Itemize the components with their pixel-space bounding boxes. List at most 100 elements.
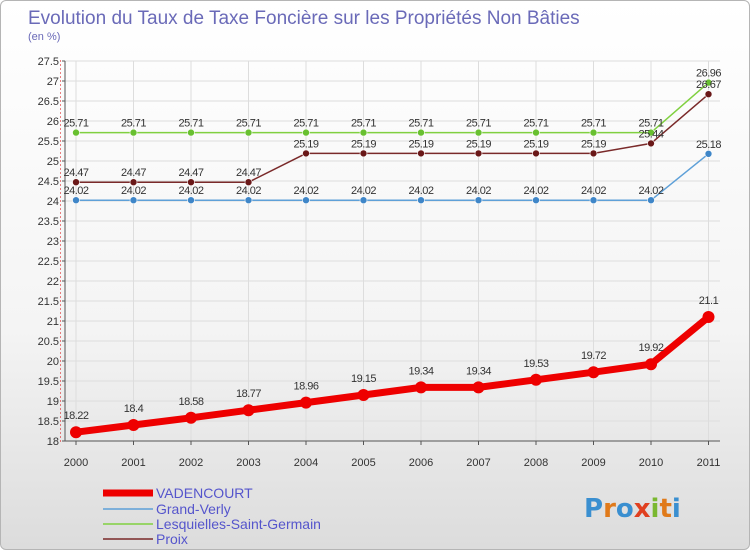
point-proix [474,149,483,158]
point-lesquielles-saint-germain [704,78,713,87]
data-label-vadencourt: 19.92 [638,342,663,354]
y-tick-label: 26.5 [38,96,59,108]
data-label-proix: 25.19 [408,138,433,150]
data-label-lesquielles-saint-germain: 25.71 [293,118,318,130]
point-vadencourt [70,426,82,439]
y-tick-label: 25 [47,156,59,168]
point-proix [532,149,540,158]
point-lesquielles-saint-germain [532,128,540,137]
data-label-lesquielles-saint-germain: 25.71 [581,118,606,130]
point-grand-verly [647,196,655,204]
data-label-lesquielles-saint-germain: 25.71 [63,118,88,130]
data-label-lesquielles-saint-germain: 25.71 [351,118,376,130]
point-vadencourt [530,373,542,386]
point-vadencourt [127,419,140,431]
point-vadencourt [645,358,657,371]
data-label-vadencourt: 18.4 [124,403,144,415]
series-line-grand-verly [76,153,709,201]
chart-title: Evolution du Taux de Taxe Foncière sur l… [28,8,580,29]
point-proix [589,149,598,158]
point-lesquielles-saint-germain [244,128,253,137]
data-label-vadencourt: 19.72 [581,350,606,362]
legend-label-lesquielles: Lesquielles-Saint-Germain [156,516,321,532]
legend-label-grand-verly: Grand-Verly [156,501,231,517]
data-label-grand-verly: 24.02 [408,185,433,197]
data-label-lesquielles-saint-germain: 25.71 [638,118,663,130]
proxiti-logo: Proxiti [584,494,681,524]
point-vadencourt [357,389,370,401]
y-tick-label: 24 [47,196,59,208]
point-grand-verly [302,196,310,204]
data-label-proix: 25.19 [466,138,491,150]
axes: 18 18.5 19 19.5 20 20.5 21 21.5 22 22.5 23 23.5 24 24… [38,56,721,469]
x-tick-label: 2009 [581,457,605,469]
point-lesquielles-saint-germain [417,128,425,137]
point-proix [704,90,713,98]
legend-label-proix: Proix [156,531,188,547]
data-label-lesquielles-saint-germain: 25.71 [236,118,261,130]
data-label-proix: 26.67 [696,79,721,91]
point-vadencourt [587,366,600,379]
data-label-grand-verly: 24.02 [63,185,88,197]
data-label-proix: 25.19 [523,138,548,150]
point-proix [302,149,310,158]
point-grand-verly [474,196,483,204]
y-tick-label: 27.5 [38,56,59,68]
data-label-grand-verly: 24.02 [293,185,318,197]
point-grand-verly [704,150,713,158]
y-tick-label: 18 [47,436,59,448]
point-vadencourt [242,404,255,417]
y-tick-label: 23 [47,236,59,248]
x-tick-label: 2002 [179,457,203,469]
point-vadencourt [415,381,427,394]
data-label-lesquielles-saint-germain: 25.71 [466,118,491,130]
y-tick-label: 23.5 [38,216,59,228]
point-grand-verly [359,196,368,204]
data-label-proix: 24.47 [121,167,146,179]
data-label-grand-verly: 25.18 [696,139,721,151]
series-line-lesquielles-saint-germain [76,82,709,134]
point-lesquielles-saint-germain [474,128,483,137]
point-lesquielles-saint-germain [359,128,368,137]
legend-label-vadencourt: VADENCOURT [156,485,253,501]
data-label-grand-verly: 24.02 [351,185,376,197]
point-lesquielles-saint-germain [72,128,80,137]
y-tick-label: 22 [47,276,59,288]
data-label-proix: 25.19 [293,138,318,150]
point-proix [359,149,368,158]
data-label-grand-verly: 24.02 [121,185,146,197]
x-tick-label: 2011 [697,457,721,469]
data-label-lesquielles-saint-germain: 25.71 [523,118,548,130]
point-grand-verly [589,196,598,204]
y-tick-label: 25.5 [38,136,59,148]
data-label-lesquielles-saint-germain: 25.71 [121,118,146,130]
data-label-proix: 24.47 [63,167,88,179]
point-proix [417,149,425,158]
point-lesquielles-saint-germain [589,128,598,137]
y-tick-label: 24.5 [38,176,59,188]
x-tick-label: 2004 [294,457,318,469]
data-label-grand-verly: 24.02 [523,185,548,197]
point-proix [72,178,80,186]
data-label-proix: 25.19 [581,138,606,150]
x-tick-label: 2006 [409,457,433,469]
data-label-grand-verly: 24.02 [236,185,261,197]
x-tick-label: 2000 [64,457,88,469]
point-grand-verly [72,196,80,204]
chart-subtitle: (en %) [28,31,60,43]
point-lesquielles-saint-germain [647,128,655,137]
y-tick-label: 21 [47,316,59,328]
y-tick-label: 26 [47,116,59,128]
data-label-vadencourt: 19.34 [466,365,491,377]
data-label-vadencourt: 18.22 [63,410,88,422]
data-label-proix: 24.47 [236,167,261,179]
data-label-vadencourt: 19.53 [523,358,548,370]
data-label-grand-verly: 24.02 [466,185,491,197]
x-tick-label: 2008 [524,457,548,469]
data-label-vadencourt: 18.77 [236,388,261,400]
data-label-proix: 25.19 [351,138,376,150]
y-tick-label: 22.5 [38,256,59,268]
point-lesquielles-saint-germain [129,128,138,137]
y-tick-label: 20 [47,356,59,368]
data-label-lesquielles-saint-germain: 25.71 [408,118,433,130]
